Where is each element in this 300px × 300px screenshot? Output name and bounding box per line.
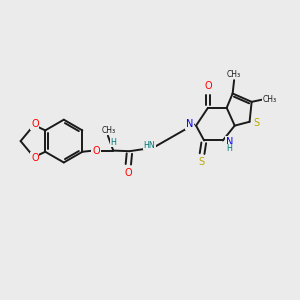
Text: H: H xyxy=(111,138,116,147)
Text: N: N xyxy=(226,137,233,147)
Text: O: O xyxy=(31,153,39,163)
Text: CH₃: CH₃ xyxy=(262,95,277,104)
Text: O: O xyxy=(124,168,132,178)
Text: O: O xyxy=(92,146,100,156)
Text: HN: HN xyxy=(143,141,155,150)
Text: N: N xyxy=(186,119,193,129)
Text: O: O xyxy=(31,119,39,129)
Text: H: H xyxy=(226,144,232,153)
Text: S: S xyxy=(199,158,205,167)
Text: CH₃: CH₃ xyxy=(227,70,241,79)
Text: S: S xyxy=(254,118,260,128)
Text: O: O xyxy=(204,81,212,92)
Text: CH₃: CH₃ xyxy=(101,126,115,135)
